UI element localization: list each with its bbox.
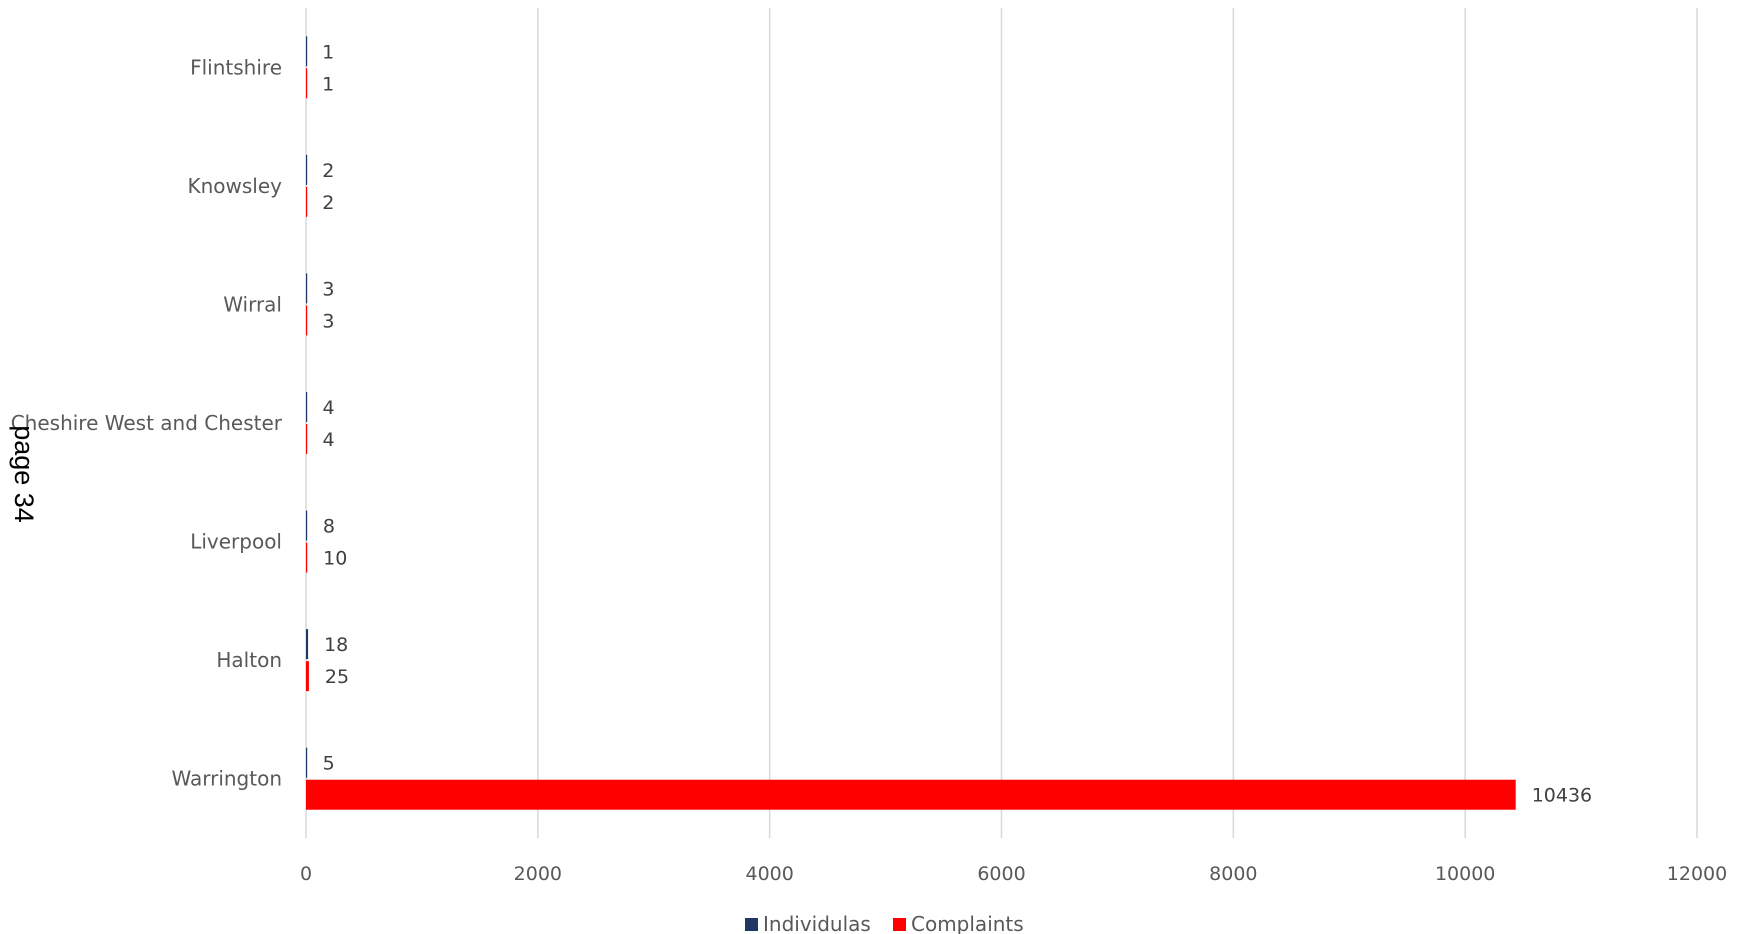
x-tick-label-0: 0: [300, 863, 312, 885]
bars: [306, 36, 1516, 810]
data-label-individulas-cheshire-west-and-chester: 4: [322, 397, 334, 419]
category-label-liverpool: Liverpool: [190, 530, 282, 554]
data-label-complaints-knowsley: 2: [322, 192, 334, 214]
x-tick-label-10000: 10000: [1435, 863, 1495, 885]
bar-complaints-flintshire: [306, 68, 308, 99]
category-label-halton: Halton: [216, 648, 282, 672]
data-label-individulas-halton: 18: [324, 634, 348, 656]
data-label-individulas-liverpool: 8: [323, 516, 335, 538]
data-label-complaints-halton: 25: [325, 666, 349, 688]
legend-swatch-complaints: [893, 918, 906, 931]
bar-individulas-liverpool: [306, 510, 308, 541]
data-label-complaints-flintshire: 1: [322, 73, 334, 95]
data-label-individulas-wirral: 3: [322, 278, 334, 300]
data-label-complaints-liverpool: 10: [323, 548, 347, 570]
bar-complaints-knowsley: [306, 186, 308, 217]
bar-individulas-halton: [306, 629, 309, 660]
x-tick-label-4000: 4000: [745, 863, 793, 885]
data-label-individulas-warrington: 5: [323, 753, 335, 775]
x-axis-tick-labels: 0 2000 4000 6000 8000 10000 12000: [300, 863, 1727, 885]
data-label-individulas-flintshire: 1: [322, 41, 334, 63]
legend-swatch-individulas: [745, 918, 758, 931]
bar-individulas-wirral: [306, 273, 308, 304]
data-label-individulas-knowsley: 2: [322, 160, 334, 182]
category-labels: Flintshire Knowsley Wirral Cheshire West an…: [11, 55, 283, 790]
data-label-complaints-cheshire-west-and-chester: 4: [322, 429, 334, 451]
bar-individulas-cheshire-west-and-chester: [306, 392, 308, 422]
bar-individulas-knowsley: [306, 154, 308, 185]
category-label-flintshire: Flintshire: [190, 55, 282, 79]
bar-individulas-warrington: [306, 747, 308, 778]
data-label-complaints-wirral: 3: [322, 310, 334, 332]
x-tick-label-2000: 2000: [514, 863, 562, 885]
data-labels: 1 1 2 2 3 3 4 4 8 10 18 25 5 10436: [322, 41, 1592, 806]
bar-individulas-flintshire: [306, 36, 308, 67]
legend: Individulas Complaints: [745, 912, 1024, 934]
bar-complaints-halton: [306, 661, 309, 692]
bar-complaints-wirral: [306, 305, 308, 336]
data-label-complaints-warrington: 10436: [1532, 785, 1592, 807]
category-label-cheshire-west-and-chester: Cheshire West and Chester: [11, 411, 283, 435]
bar-complaints-cheshire-west-and-chester: [306, 424, 308, 454]
legend-label-complaints: Complaints: [911, 912, 1024, 934]
category-label-warrington: Warrington: [171, 767, 282, 791]
category-label-wirral: Wirral: [223, 292, 282, 316]
x-tick-label-6000: 6000: [977, 863, 1025, 885]
x-tick-label-8000: 8000: [1209, 863, 1257, 885]
gridlines: [305, 8, 1698, 838]
x-tick-label-12000: 12000: [1667, 863, 1727, 885]
bar-complaints-liverpool: [306, 542, 308, 573]
bar-complaints-warrington: [306, 779, 1516, 810]
page-number: page 34: [9, 425, 39, 523]
category-label-knowsley: Knowsley: [187, 174, 282, 198]
legend-label-individulas: Individulas: [763, 912, 871, 934]
